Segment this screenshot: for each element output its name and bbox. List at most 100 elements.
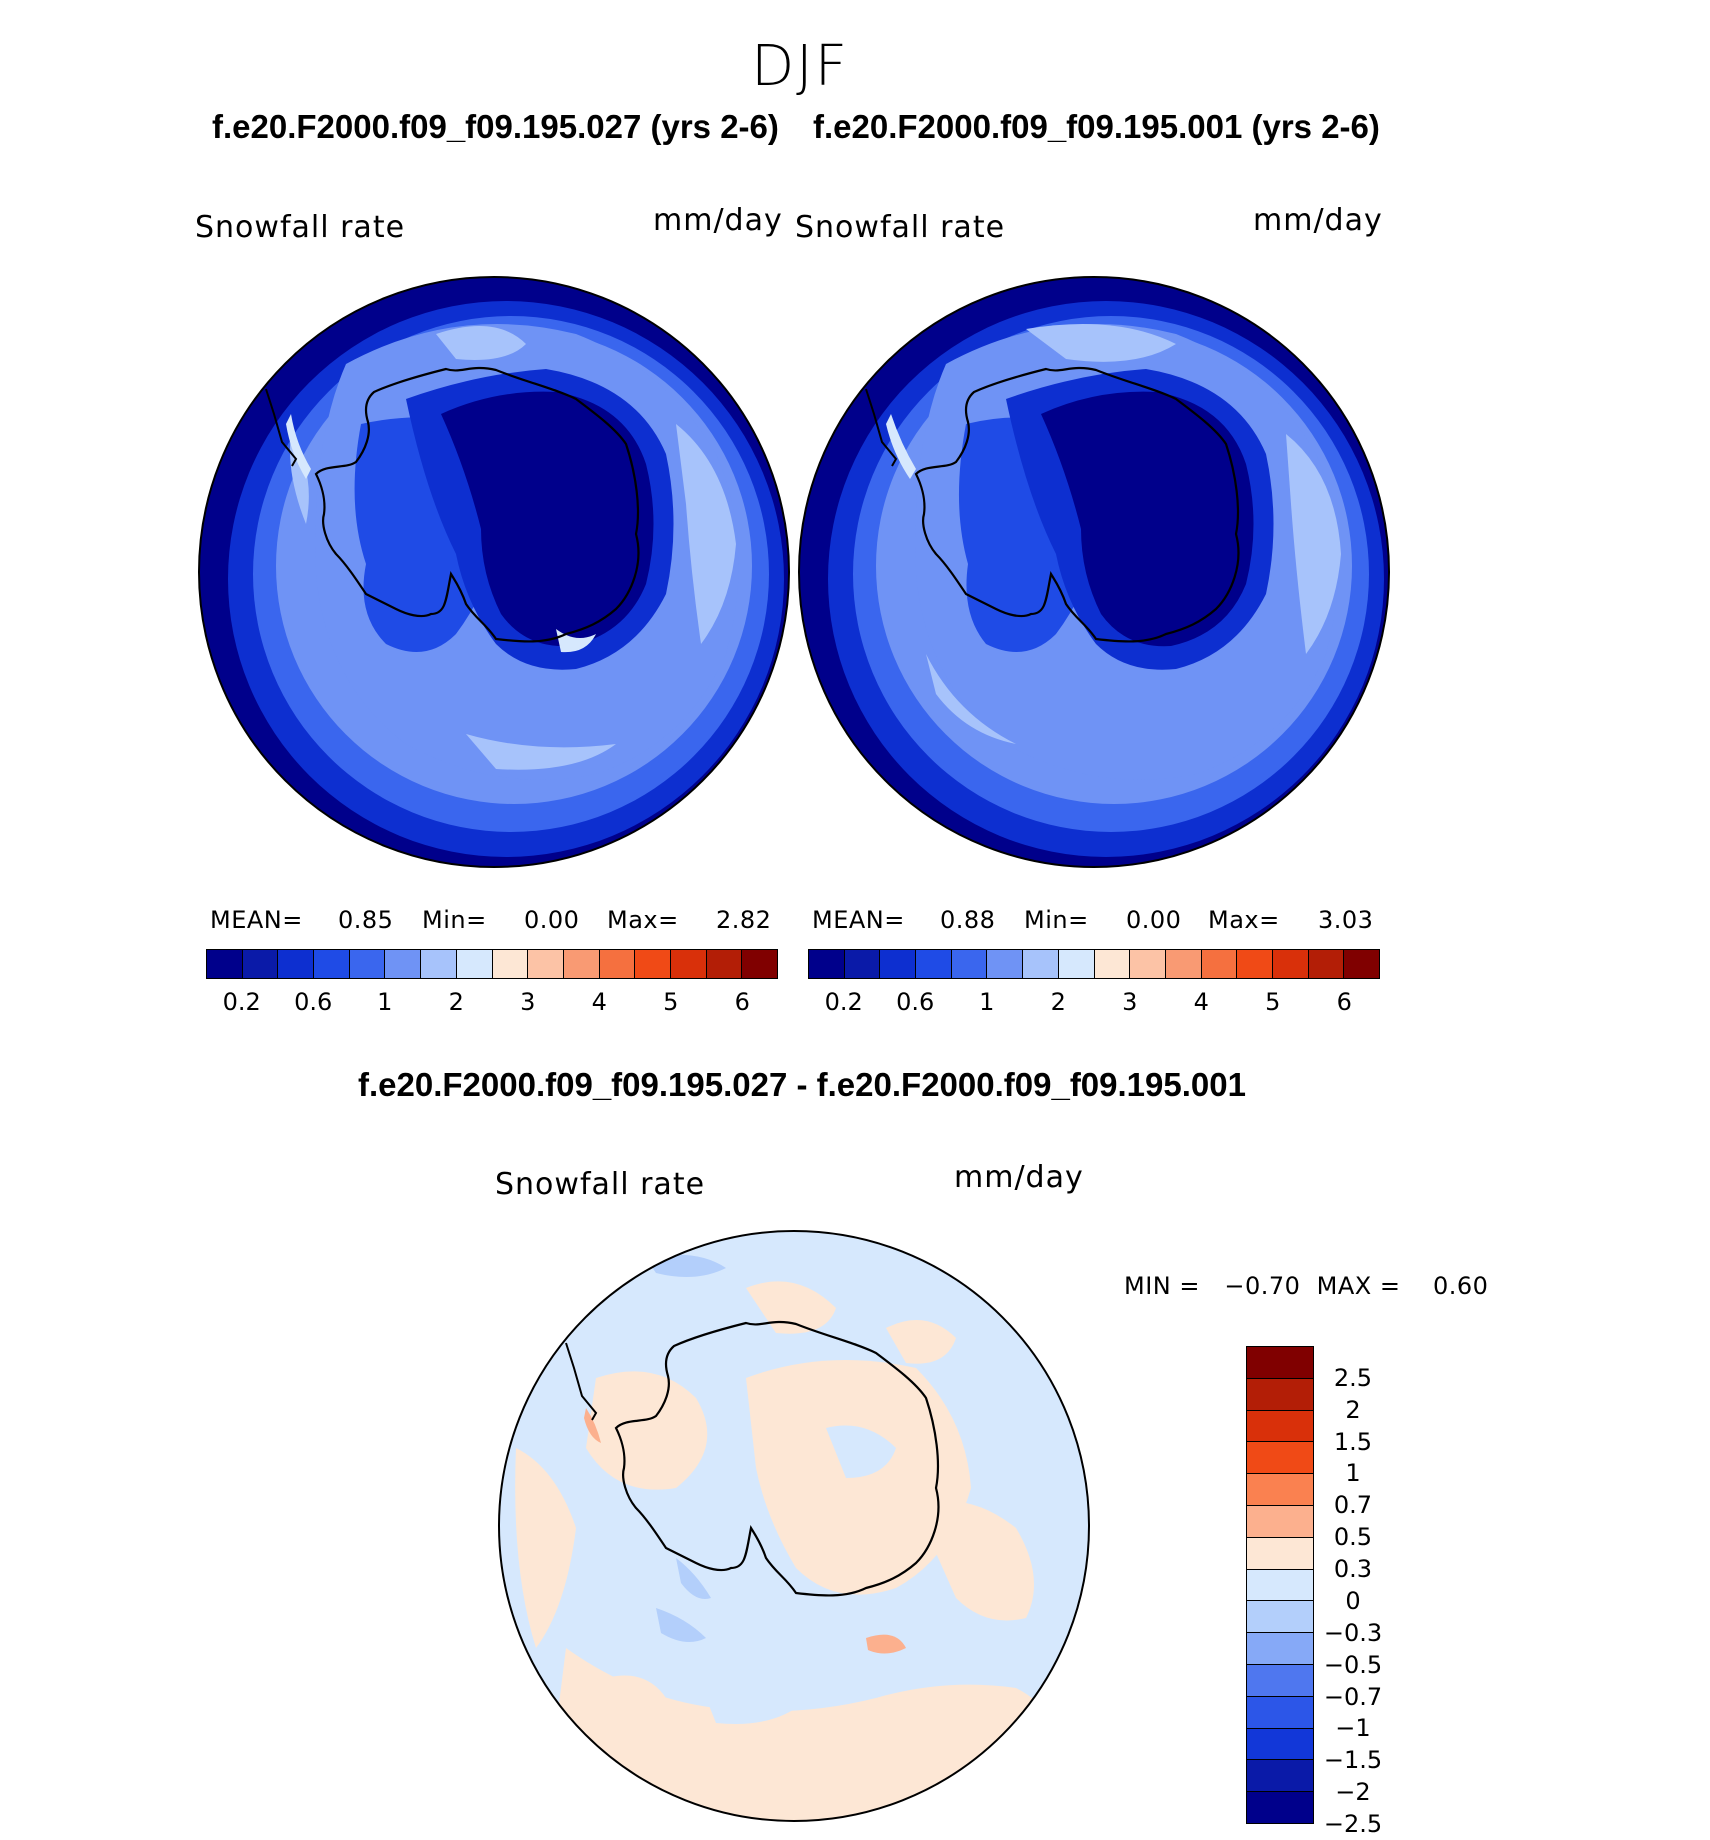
diff-colorbar-swatch <box>1247 1633 1313 1665</box>
diff-colorbar-tick-label: −2.5 <box>1323 1810 1383 1838</box>
left-max-value: 2.82 <box>716 906 772 934</box>
diff-colorbar-tick-label: 0.7 <box>1333 1491 1373 1520</box>
diff-colorbar-tick-label: 2 <box>1345 1395 1361 1424</box>
left-colorbar-swatch <box>385 950 422 978</box>
left-colorbar-swatch <box>670 950 707 978</box>
left-colorbar-tick-label: 3 <box>520 988 536 1016</box>
diff-colorbar-tick-label: 1 <box>1345 1459 1361 1488</box>
diff-colorbar-tick-label: 0.5 <box>1333 1523 1373 1552</box>
diff-colorbar-tick-label: −0.5 <box>1323 1650 1383 1679</box>
right-variable-label: Snowfall rate <box>795 210 1006 245</box>
diff-colorbar-ticks: 2.5 2 1.5 1 0.7 0.5 0.3 0 −0.3 −0.5 −0.7 −1 −1.5 −2 −2… <box>1318 1346 1398 1838</box>
left-colorbar-tick-label: 0.6 <box>294 988 333 1016</box>
diff-colorbar-swatch <box>1247 1410 1313 1443</box>
left-colorbar-swatch <box>314 950 350 978</box>
left-colorbar-tick-label: 2 <box>448 988 464 1016</box>
diff-colorbar-swatch <box>1247 1760 1313 1793</box>
left-colorbar-ticks: 0.2 0.6 1 2 3 4 5 6 <box>206 988 778 1018</box>
right-colorbar-swatch <box>1165 950 1202 978</box>
diff-colorbar-swatch <box>1247 1569 1313 1602</box>
right-colorbar-tick-label: 4 <box>1193 988 1209 1016</box>
left-polar-map <box>198 276 790 868</box>
right-colorbar-swatch <box>1130 950 1166 978</box>
right-colorbar-ticks: 0.2 0.6 1 2 3 4 5 6 <box>808 988 1380 1018</box>
diff-colorbar-tick-label: −0.3 <box>1323 1618 1383 1647</box>
right-colorbar-swatch <box>916 950 952 978</box>
right-colorbar-tick-label: 3 <box>1122 988 1138 1016</box>
diff-colorbar-tick-label: 2.5 <box>1333 1363 1373 1392</box>
left-colorbar-swatch <box>528 950 564 978</box>
diff-range-text: MIN = −0.70 MAX = 0.60 <box>1124 1272 1489 1300</box>
diff-colorbar-tick-label: 0.3 <box>1333 1555 1373 1584</box>
left-colorbar-swatch <box>706 950 743 978</box>
left-colorbar-swatch <box>742 950 777 978</box>
right-colorbar-swatch <box>880 950 917 978</box>
left-min-label: Min= <box>422 906 487 934</box>
diff-colorbar-swatch <box>1247 1442 1313 1475</box>
right-colorbar-tick-label: 0.2 <box>824 988 863 1016</box>
right-min-label: Min= <box>1024 906 1089 934</box>
right-colorbar-swatch <box>844 950 881 978</box>
right-colorbar-tick-label: 0.6 <box>896 988 935 1016</box>
diff-colorbar-swatch <box>1247 1537 1313 1570</box>
right-colorbar-swatch <box>1272 950 1309 978</box>
right-colorbar-swatch <box>1023 950 1059 978</box>
right-units-label: mm/day <box>1253 203 1383 238</box>
left-max-label: Max= <box>607 906 679 934</box>
diff-colorbar-swatch <box>1247 1728 1313 1761</box>
right-colorbar-swatch <box>1094 950 1131 978</box>
right-colorbar-swatch <box>1201 950 1238 978</box>
right-mean-value: 0.88 <box>940 906 996 934</box>
right-colorbar-tick-label: 2 <box>1050 988 1066 1016</box>
left-colorbar-swatch <box>635 950 671 978</box>
diff-colorbar-swatch <box>1247 1601 1313 1634</box>
right-colorbar-swatch <box>951 950 988 978</box>
diff-colorbar-swatch <box>1247 1696 1313 1729</box>
right-polar-map <box>798 276 1390 868</box>
left-colorbar-swatch <box>278 950 315 978</box>
diff-colorbar-swatch <box>1247 1792 1313 1823</box>
left-colorbar-swatch <box>242 950 279 978</box>
right-colorbar-swatch <box>1308 950 1345 978</box>
left-colorbar-swatch <box>456 950 493 978</box>
diff-title: f.e20.F2000.f09_f09.195.027 - f.e20.F200… <box>358 1066 1246 1103</box>
left-units-label: mm/day <box>653 203 783 238</box>
right-min-value: 0.00 <box>1126 906 1182 934</box>
right-max-value: 3.03 <box>1318 906 1374 934</box>
diff-colorbar-swatch <box>1247 1378 1313 1411</box>
season-title: DJF <box>751 34 849 99</box>
diff-colorbar-tick-label: −1 <box>1335 1714 1371 1743</box>
left-case-title: f.e20.F2000.f09_f09.195.027 (yrs 2-6) <box>212 108 779 145</box>
diff-units-label: mm/day <box>954 1160 1084 1195</box>
diff-colorbar-tick-label: 1.5 <box>1333 1427 1373 1456</box>
left-colorbar-swatch <box>207 950 243 978</box>
diff-colorbar-tick-label: −0.7 <box>1323 1682 1383 1711</box>
diff-colorbar-swatch <box>1247 1664 1313 1697</box>
left-colorbar <box>206 949 778 979</box>
right-case-title: f.e20.F2000.f09_f09.195.001 (yrs 2-6) <box>813 108 1380 145</box>
right-colorbar-swatch <box>1237 950 1273 978</box>
right-colorbar-swatch <box>1058 950 1095 978</box>
diff-colorbar-swatch <box>1247 1347 1313 1379</box>
right-colorbar-swatch <box>987 950 1024 978</box>
left-variable-label: Snowfall rate <box>195 210 406 245</box>
left-colorbar-swatch <box>599 950 636 978</box>
left-colorbar-tick-label: 0.2 <box>222 988 261 1016</box>
right-colorbar-swatch <box>1344 950 1379 978</box>
left-colorbar-swatch <box>492 950 529 978</box>
right-mean-label: MEAN= <box>812 906 905 934</box>
right-colorbar-tick-label: 6 <box>1336 988 1352 1016</box>
left-colorbar-swatch <box>563 950 600 978</box>
left-colorbar-tick-label: 1 <box>377 988 393 1016</box>
right-colorbar-swatch <box>809 950 845 978</box>
left-colorbar-tick-label: 6 <box>734 988 750 1016</box>
left-min-value: 0.00 <box>524 906 580 934</box>
right-colorbar-tick-label: 5 <box>1265 988 1281 1016</box>
diff-colorbar-tick-label: −1.5 <box>1323 1746 1383 1775</box>
right-colorbar-tick-label: 1 <box>979 988 995 1016</box>
left-colorbar-swatch <box>349 950 386 978</box>
diff-colorbar <box>1246 1346 1314 1824</box>
diff-polar-map <box>498 1230 1090 1822</box>
right-max-label: Max= <box>1208 906 1280 934</box>
left-colorbar-tick-label: 4 <box>591 988 607 1016</box>
